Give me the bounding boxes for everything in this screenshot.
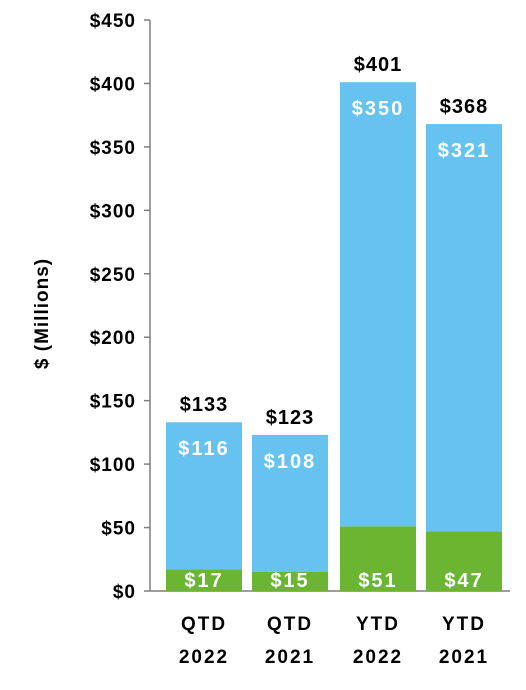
bar-total-label: $401 <box>354 54 403 76</box>
x-category-label: YTD <box>442 614 486 635</box>
bar-segment-top <box>166 422 242 570</box>
y-tick-label: $300 <box>90 201 136 222</box>
y-axis-title-group: $ (Millions) <box>32 258 53 369</box>
bar-segment-label: $17 <box>184 570 223 592</box>
y-tick-label: $200 <box>90 328 136 349</box>
bar-segment-base <box>426 531 502 591</box>
bar-segment-top <box>426 124 502 532</box>
x-category-label: 2021 <box>265 647 315 668</box>
axes: $0 $50 $100 $150 $200 $250 $300 $350 $400 $450 <box>90 11 510 603</box>
bar-segment-base <box>340 526 416 591</box>
bar-segment-top <box>340 82 416 527</box>
x-category-label: 2022 <box>179 647 229 668</box>
labels: $17 $116 $133 QTD 2022 $15 $108 $123 QTD 2021 $51 $… <box>178 54 491 668</box>
bar-total-label: $123 <box>266 407 315 429</box>
y-tick-label: $400 <box>90 74 136 95</box>
bar-segment-label: $47 <box>444 570 483 592</box>
y-tick-label: $50 <box>101 519 136 540</box>
x-category-label: QTD <box>267 614 313 635</box>
bar-segment-base <box>166 569 242 591</box>
bar-segment-label: $321 <box>438 140 491 162</box>
y-tick-label: $450 <box>90 11 136 32</box>
y-tick-label: $0 <box>113 582 136 603</box>
bar-segment-label: $116 <box>178 438 229 460</box>
x-category-label: 2022 <box>353 647 403 668</box>
bar-total-label: $133 <box>180 394 229 416</box>
y-axis-title: $ (Millions) <box>32 258 53 369</box>
x-category-label: QTD <box>181 614 227 635</box>
bar-segment-label: $15 <box>270 570 309 592</box>
bar-segment-label: $350 <box>352 98 405 120</box>
y-tick-label: $350 <box>90 138 136 159</box>
bar-segment-label: $51 <box>358 570 397 592</box>
y-tick-label: $250 <box>90 265 136 286</box>
y-tick-label: $100 <box>90 455 136 476</box>
bar-segment-label: $108 <box>264 451 317 473</box>
x-category-label: YTD <box>356 614 400 635</box>
bar-segment-top <box>252 434 328 572</box>
bar-segment-base <box>252 571 328 591</box>
bar-total-label: $368 <box>440 96 489 118</box>
y-tick-label: $150 <box>90 392 136 413</box>
bars <box>166 82 502 591</box>
x-category-label: 2021 <box>439 647 489 668</box>
